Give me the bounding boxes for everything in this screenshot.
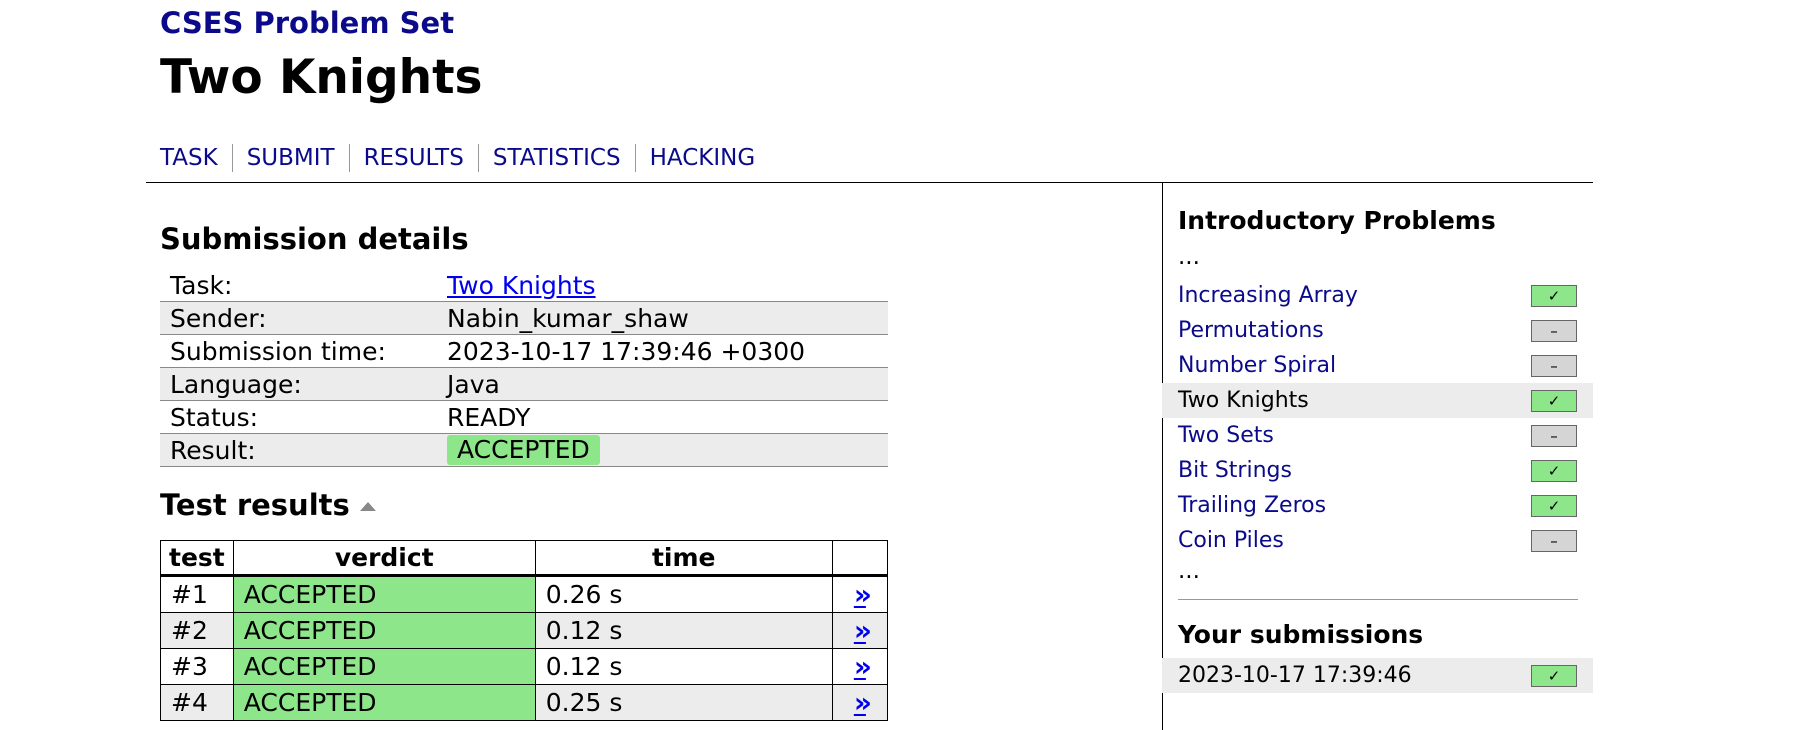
- tab-statistics[interactable]: STATISTICS: [477, 144, 635, 172]
- test-number: #3: [160, 648, 234, 685]
- details-row-task: Task: Two Knights: [160, 269, 888, 302]
- details-row-time: Submission time: 2023-10-17 17:39:46 +03…: [160, 334, 888, 368]
- tab-hacking[interactable]: HACKING: [634, 144, 770, 172]
- task-link[interactable]: Two Knights: [447, 270, 596, 300]
- list-item[interactable]: Trailing Zeros ✓: [1162, 488, 1593, 523]
- dash-icon: –: [1531, 354, 1577, 377]
- check-icon: ✓: [1531, 389, 1577, 412]
- view-test-icon[interactable]: »: [853, 650, 872, 683]
- problem-link[interactable]: Coin Piles: [1178, 528, 1284, 553]
- test-verdict: ACCEPTED: [232, 648, 536, 685]
- list-item[interactable]: Coin Piles –: [1162, 523, 1593, 558]
- list-item[interactable]: Increasing Array ✓: [1162, 278, 1593, 313]
- details-label: Submission time:: [160, 334, 437, 368]
- sidebar-divider-line: [1178, 599, 1578, 600]
- result-badge: ACCEPTED: [447, 435, 600, 465]
- list-item[interactable]: Two Sets –: [1162, 418, 1593, 453]
- details-label: Status:: [160, 400, 437, 434]
- details-row-language: Language: Java: [160, 367, 888, 401]
- details-value: Nabin_kumar_shaw: [437, 301, 888, 335]
- list-item[interactable]: Permutations –: [1162, 313, 1593, 348]
- test-time: 0.26 s: [534, 575, 833, 613]
- problem-link[interactable]: Trailing Zeros: [1178, 493, 1327, 518]
- problem-link[interactable]: Number Spiral: [1178, 353, 1337, 378]
- details-row-sender: Sender: Nabin_kumar_shaw: [160, 301, 888, 335]
- problem-nav: TASK SUBMIT RESULTS STATISTICS HACKING: [160, 144, 769, 172]
- test-verdict: ACCEPTED: [232, 612, 536, 649]
- problem-link[interactable]: Bit Strings: [1178, 458, 1292, 483]
- test-results-title: Test results: [160, 488, 350, 522]
- details-row-status: Status: READY: [160, 400, 888, 434]
- list-item-current: Two Knights ✓: [1162, 383, 1593, 418]
- test-number: #4: [160, 684, 234, 721]
- details-row-result: Result: ACCEPTED: [160, 433, 888, 467]
- tab-submit[interactable]: SUBMIT: [231, 144, 349, 172]
- column-header-verdict: verdict: [232, 540, 536, 577]
- table-header-row: test verdict time: [160, 540, 889, 577]
- ellipsis-top: ...: [1178, 244, 1200, 270]
- ellipsis-bottom: ...: [1178, 558, 1200, 584]
- header-divider: [146, 182, 1593, 183]
- check-icon: ✓: [1531, 494, 1577, 517]
- test-verdict: ACCEPTED: [232, 684, 536, 721]
- submission-details-table: Task: Two Knights Sender: Nabin_kumar_sh…: [160, 269, 888, 467]
- test-time: 0.12 s: [534, 612, 833, 649]
- dash-icon: –: [1531, 319, 1577, 342]
- column-header-test: test: [160, 540, 234, 577]
- details-value: Two Knights: [437, 269, 888, 302]
- details-label: Result:: [160, 433, 437, 467]
- submission-details-heading: Submission details: [160, 222, 469, 256]
- check-icon: ✓: [1531, 284, 1577, 307]
- table-row: #1 ACCEPTED 0.26 s »: [160, 575, 889, 613]
- page-title: Two Knights: [160, 50, 483, 105]
- tab-task[interactable]: TASK: [160, 145, 218, 171]
- list-item[interactable]: Bit Strings ✓: [1162, 453, 1593, 488]
- problem-link[interactable]: Two Sets: [1178, 423, 1274, 448]
- tab-results[interactable]: RESULTS: [348, 144, 478, 172]
- sidebar-divider: [1162, 182, 1163, 730]
- test-results-table: test verdict time #1 ACCEPTED 0.26 s » #…: [160, 540, 889, 721]
- view-test-icon[interactable]: »: [853, 614, 872, 647]
- submission-row[interactable]: 2023-10-17 17:39:46 ✓: [1162, 658, 1593, 693]
- problem-link[interactable]: Permutations: [1178, 318, 1324, 343]
- test-verdict: ACCEPTED: [232, 575, 536, 613]
- current-problem-label: Two Knights: [1178, 388, 1309, 413]
- details-value: ACCEPTED: [437, 433, 888, 467]
- collapse-triangle-icon[interactable]: [359, 502, 376, 511]
- dash-icon: –: [1531, 424, 1577, 447]
- details-label: Task:: [160, 269, 437, 302]
- test-results-heading: Test results: [160, 488, 376, 522]
- your-submissions-title: Your submissions: [1178, 620, 1424, 649]
- check-icon: ✓: [1531, 459, 1577, 482]
- test-number: #1: [160, 575, 234, 613]
- test-time: 0.25 s: [534, 684, 833, 721]
- view-test-icon[interactable]: »: [853, 686, 872, 719]
- dash-icon: –: [1531, 529, 1577, 552]
- details-label: Sender:: [160, 301, 437, 335]
- submission-time: 2023-10-17 17:39:46: [1178, 663, 1412, 688]
- site-title[interactable]: CSES Problem Set: [160, 6, 455, 40]
- test-time: 0.12 s: [534, 648, 833, 685]
- table-row: #2 ACCEPTED 0.12 s »: [160, 612, 889, 649]
- details-value: Java: [437, 367, 888, 401]
- sidebar-section-title: Introductory Problems: [1178, 206, 1496, 235]
- problem-list: Increasing Array ✓ Permutations – Number…: [1162, 278, 1593, 558]
- list-item[interactable]: Number Spiral –: [1162, 348, 1593, 383]
- details-value: READY: [437, 400, 888, 434]
- column-header-time: time: [534, 540, 833, 577]
- view-test-icon[interactable]: »: [853, 578, 872, 611]
- problem-link[interactable]: Increasing Array: [1178, 283, 1358, 308]
- test-number: #2: [160, 612, 234, 649]
- table-row: #4 ACCEPTED 0.25 s »: [160, 684, 889, 721]
- details-label: Language:: [160, 367, 437, 401]
- check-icon: ✓: [1531, 664, 1577, 687]
- details-value: 2023-10-17 17:39:46 +0300: [437, 334, 888, 368]
- table-row: #3 ACCEPTED 0.12 s »: [160, 648, 889, 685]
- column-header-link: [831, 540, 889, 577]
